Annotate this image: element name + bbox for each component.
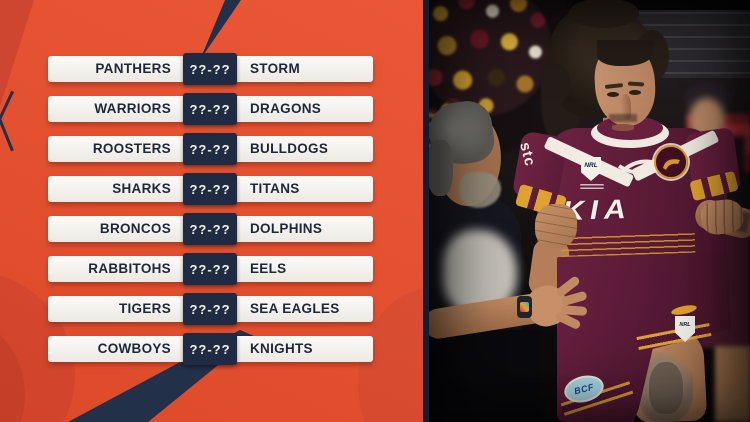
match-row: COWBOYS ??-?? KNIGHTS	[48, 333, 373, 365]
home-team-name: SHARKS	[112, 181, 171, 196]
jersey-gold-pinstripes	[560, 230, 696, 258]
score-text: ??-??	[189, 221, 231, 237]
home-team-name: COWBOYS	[97, 341, 171, 356]
away-team-name: BULLDOGS	[250, 141, 329, 156]
match-row: PANTHERS ??-?? STORM	[48, 53, 373, 85]
score-text: ??-??	[189, 341, 231, 357]
home-team-name: RABBITOHS	[88, 261, 171, 276]
match-row: BRONCOS ??-?? DOLPHINS	[48, 213, 373, 245]
player-photo: stc NRL KIA NRL BCF	[429, 0, 750, 422]
match-row: SHARKS ??-?? TITANS	[48, 173, 373, 205]
score-box: ??-??	[183, 213, 237, 245]
nrl-shorts-badge-icon: NRL	[675, 316, 695, 342]
security-guard-beard	[459, 172, 501, 208]
security-guard-body	[429, 330, 539, 422]
score-box: ??-??	[183, 173, 237, 205]
away-team-name: SEA EAGLES	[250, 301, 340, 316]
score-box: ??-??	[183, 333, 237, 365]
security-guard-hair	[429, 140, 453, 196]
score-text: ??-??	[189, 181, 231, 197]
score-text: ??-??	[189, 301, 231, 317]
player-hair-fringe	[597, 40, 653, 66]
gorilla-tattoo	[649, 362, 683, 414]
cheerleader-pompom	[429, 0, 551, 116]
panel-divider	[423, 0, 429, 422]
asics-logo-icon	[617, 158, 653, 178]
home-team-name: TIGERS	[118, 301, 171, 316]
score-box: ??-??	[183, 53, 237, 85]
score-text: ??-??	[189, 101, 231, 117]
wrist-watch-band	[520, 302, 529, 312]
premiership-text-lines	[580, 184, 604, 190]
player-moustache	[609, 114, 637, 122]
home-team-name: ROOSTERS	[92, 141, 171, 156]
away-team-name: EELS	[250, 261, 287, 276]
score-box: ??-??	[183, 93, 237, 125]
home-team-name: PANTHERS	[95, 61, 171, 76]
background-player-leg	[715, 346, 750, 422]
player-mouth	[612, 124, 634, 131]
score-text: ??-??	[189, 141, 231, 157]
broncos-crest-icon	[654, 145, 688, 179]
match-row: WARRIORS ??-?? DRAGONS	[48, 93, 373, 125]
match-row: TIGERS ??-?? SEA EAGLES	[48, 293, 373, 325]
player-hair-curl	[569, 0, 639, 28]
away-team-name: DOLPHINS	[250, 221, 323, 236]
away-team-name: TITANS	[250, 181, 300, 196]
away-team-name: STORM	[250, 61, 301, 76]
score-text: ??-??	[189, 261, 231, 277]
player-hair-curl	[541, 64, 571, 104]
fixtures-panel: PANTHERS ??-?? STORM WARRIORS ??-?? DRAG…	[0, 0, 423, 422]
kia-logo: KIA	[561, 193, 632, 227]
player-left-fist	[535, 204, 577, 248]
home-team-name: BRONCOS	[99, 221, 171, 236]
match-row: RABBITOHS ??-?? EELS	[48, 253, 373, 285]
home-team-name: WARRIORS	[94, 101, 171, 116]
match-row: ROOSTERS ??-?? BULLDOGS	[48, 133, 373, 165]
away-team-name: DRAGONS	[250, 101, 322, 116]
score-box: ??-??	[183, 253, 237, 285]
nrl-chest-badge-icon: NRL	[581, 157, 601, 181]
score-text: ??-??	[189, 61, 231, 77]
score-box: ??-??	[183, 133, 237, 165]
score-box: ??-??	[183, 293, 237, 325]
player-eye	[629, 90, 641, 95]
player-eye	[607, 92, 619, 97]
away-team-name: KNIGHTS	[250, 341, 313, 356]
